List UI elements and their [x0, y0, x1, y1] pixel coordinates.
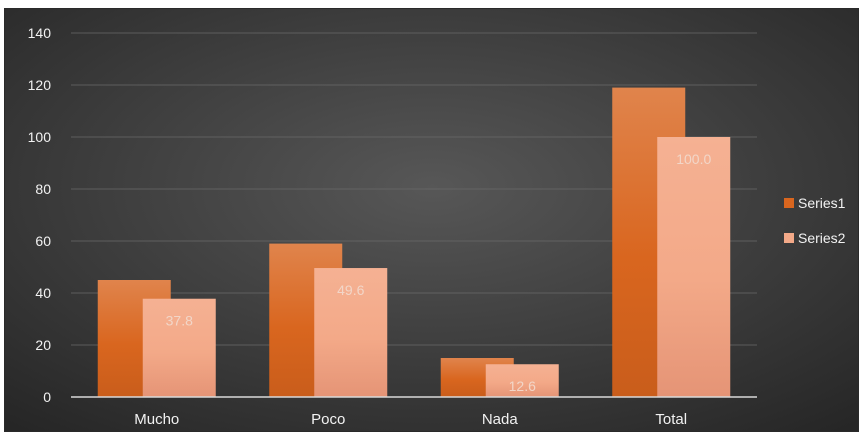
- y-tick-label: 20: [35, 337, 51, 353]
- legend: Series1 Series2: [784, 195, 846, 246]
- legend-label: Series1: [798, 195, 846, 211]
- bar-series2-nada: [485, 364, 559, 397]
- chart-area: 0 20 40 60 80 100 120 140 37.8 49.6 12.6 100.0 Muc…: [4, 8, 859, 432]
- bar-series2-poco: [314, 268, 388, 397]
- x-tick-label: Nada: [482, 411, 519, 428]
- legend-label: Series2: [798, 230, 846, 246]
- data-label: 49.6: [337, 282, 364, 298]
- data-label: 12.6: [509, 378, 536, 394]
- bars: [97, 87, 731, 397]
- bar-chart: 0 20 40 60 80 100 120 140 37.8 49.6 12.6 100.0 Muc…: [5, 9, 858, 431]
- bar-series2-mucho: [142, 298, 216, 397]
- x-tick-label: Mucho: [134, 411, 179, 428]
- y-tick-label: 120: [28, 77, 52, 93]
- legend-swatch: [784, 233, 794, 243]
- x-tick-label: Total: [655, 411, 687, 428]
- data-label: 100.0: [676, 151, 711, 167]
- y-tick-label: 80: [35, 181, 51, 197]
- x-tick-label: Poco: [311, 411, 345, 428]
- data-label: 37.8: [166, 313, 193, 329]
- y-tick-label: 0: [43, 389, 51, 405]
- y-tick-label: 140: [28, 25, 52, 41]
- x-axis: Mucho Poco Nada Total: [71, 396, 757, 428]
- y-tick-label: 60: [35, 233, 51, 249]
- y-tick-label: 40: [35, 285, 51, 301]
- y-tick-label: 100: [28, 129, 52, 145]
- bar-series2-total: [657, 137, 731, 397]
- y-axis: 0 20 40 60 80 100 120 140: [28, 25, 52, 405]
- data-labels: 37.8 49.6 12.6 100.0: [166, 151, 712, 394]
- legend-swatch: [784, 198, 794, 208]
